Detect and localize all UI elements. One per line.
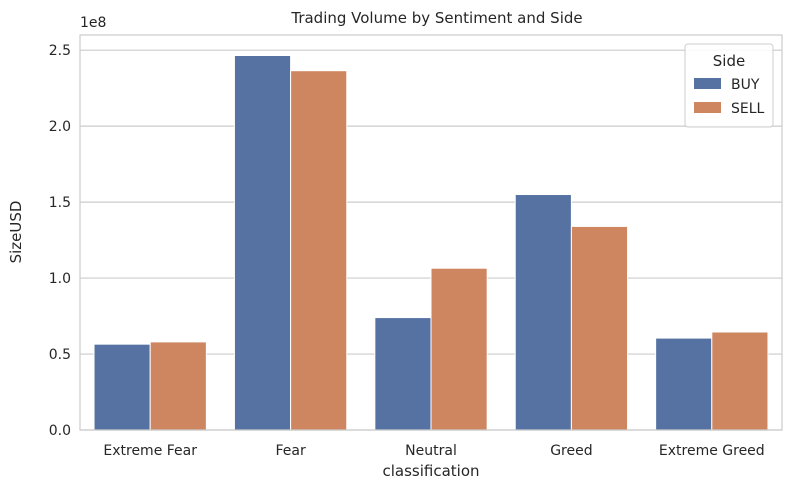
bar-sell bbox=[711, 331, 769, 431]
plot-frame bbox=[79, 34, 783, 431]
bar-buy bbox=[655, 337, 713, 431]
y-tick-label: 2.0 bbox=[49, 119, 71, 135]
legend-swatch-sell bbox=[694, 102, 721, 113]
bar-sell bbox=[149, 341, 207, 431]
x-tick-label: Neutral bbox=[405, 443, 457, 459]
bar-sell bbox=[290, 70, 348, 431]
y-tick-label: 2.5 bbox=[49, 43, 71, 59]
bar-buy bbox=[93, 343, 151, 431]
y-tick-label: 1.5 bbox=[49, 195, 71, 211]
bars-layer bbox=[93, 55, 769, 431]
x-tick-label: Fear bbox=[275, 443, 305, 459]
x-tick-labels: Extreme Fear Fear Neutral Greed Extreme Gree… bbox=[103, 443, 764, 459]
y-axis-label: SizeUSD bbox=[7, 201, 25, 264]
legend-label-sell: SELL bbox=[731, 101, 765, 117]
legend-label-buy: BUY bbox=[731, 77, 760, 93]
bar-sell bbox=[570, 225, 629, 431]
legend: Side BUY SELL bbox=[684, 43, 774, 128]
legend-title: Side bbox=[713, 52, 745, 70]
x-axis-label: classification bbox=[382, 462, 479, 480]
y-tick-label: 0.0 bbox=[49, 423, 71, 439]
x-tick-label: Extreme Fear bbox=[103, 443, 197, 459]
chart-title: Trading Volume by Sentiment and Side bbox=[290, 9, 582, 27]
x-tick-label: Greed bbox=[550, 443, 592, 459]
x-tick-label: Extreme Greed bbox=[659, 443, 765, 459]
bar-buy bbox=[374, 317, 432, 431]
bar-buy bbox=[514, 194, 572, 431]
legend-swatch-buy bbox=[694, 78, 721, 89]
y-tick-labels: 0.0 0.5 1.0 1.5 2.0 2.5 bbox=[49, 43, 71, 439]
bar-buy bbox=[233, 55, 292, 431]
bar-sell bbox=[430, 267, 488, 431]
y-tick-label: 1.0 bbox=[49, 271, 71, 287]
y-offset-label: 1e8 bbox=[80, 15, 106, 31]
y-tick-label: 0.5 bbox=[49, 347, 71, 363]
legend-entries: BUY SELL bbox=[694, 77, 765, 117]
